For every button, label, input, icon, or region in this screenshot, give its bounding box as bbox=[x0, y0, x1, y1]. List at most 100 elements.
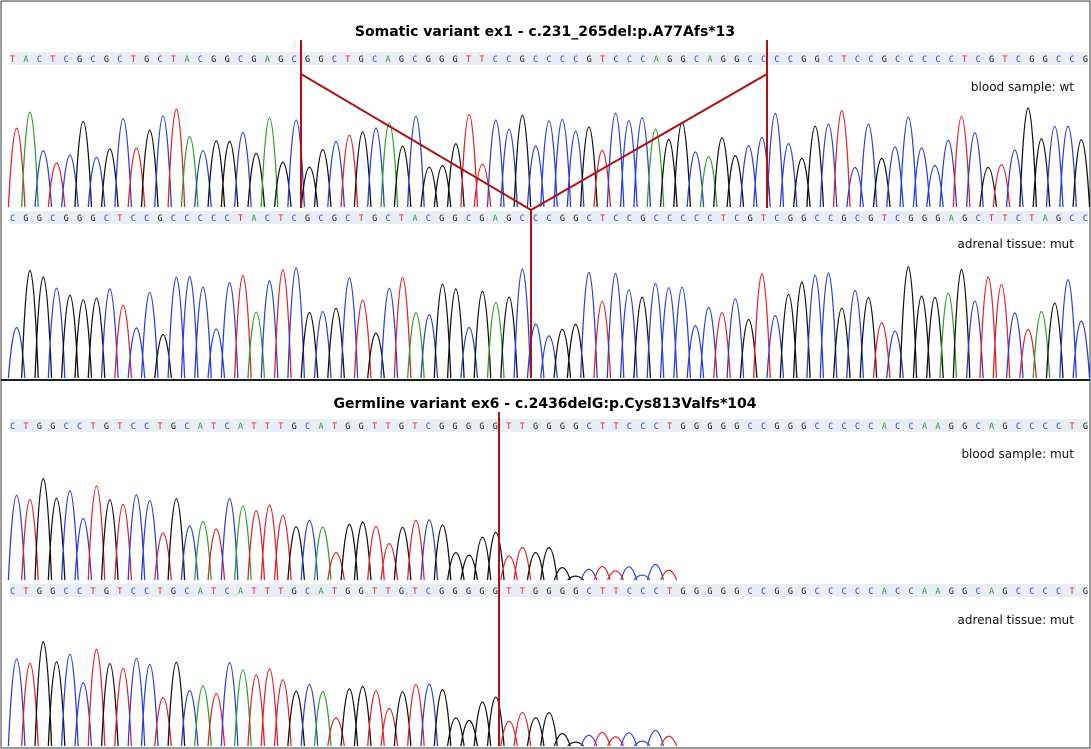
base-call: T bbox=[412, 587, 417, 597]
base-call: G bbox=[546, 587, 551, 597]
base-call: G bbox=[225, 55, 230, 65]
base-call: G bbox=[399, 55, 404, 65]
base-call: C bbox=[1056, 55, 1061, 65]
germline-blood-trace bbox=[7, 478, 678, 581]
base-call: A bbox=[386, 55, 391, 65]
base-call: C bbox=[225, 422, 230, 432]
trace-peak bbox=[380, 122, 399, 208]
base-call: G bbox=[520, 55, 525, 65]
base-call: A bbox=[184, 55, 189, 65]
base-call: C bbox=[265, 214, 270, 224]
trace-peak bbox=[313, 526, 332, 581]
base-call: G bbox=[573, 587, 578, 597]
trace-peak bbox=[47, 661, 66, 747]
trace-peak bbox=[127, 657, 146, 747]
base-call: C bbox=[144, 422, 149, 432]
trace-peak bbox=[619, 120, 638, 208]
trace-peak bbox=[140, 500, 159, 581]
trace-peak bbox=[659, 287, 678, 379]
trace-peak bbox=[633, 574, 651, 581]
base-call: C bbox=[1069, 214, 1074, 224]
trace-peak bbox=[1059, 126, 1077, 208]
trace-peak bbox=[713, 137, 731, 208]
trace-peak bbox=[926, 297, 944, 379]
base-call: A bbox=[238, 587, 243, 597]
base-call: C bbox=[305, 587, 310, 597]
trace-peak bbox=[34, 276, 53, 379]
base-call: T bbox=[372, 422, 377, 432]
trace-peak bbox=[74, 120, 93, 208]
trace-peak bbox=[114, 117, 133, 208]
sequence-row-bg bbox=[10, 211, 1088, 224]
base-call: T bbox=[386, 587, 391, 597]
base-call: G bbox=[1056, 214, 1061, 224]
trace-peak bbox=[899, 266, 918, 379]
base-call: T bbox=[171, 55, 176, 65]
trace-peak bbox=[819, 272, 838, 379]
base-call: C bbox=[1016, 55, 1021, 65]
trace-peak bbox=[407, 312, 425, 379]
base-call: A bbox=[922, 422, 927, 432]
base-call: T bbox=[399, 214, 404, 224]
trace-peak bbox=[473, 164, 492, 208]
base-call: C bbox=[225, 587, 230, 597]
trace-peak bbox=[899, 116, 918, 208]
base-call: C bbox=[158, 55, 163, 65]
trace-peak bbox=[194, 521, 212, 581]
base-call: G bbox=[962, 214, 967, 224]
trace-peak bbox=[912, 147, 931, 208]
trace-peak bbox=[540, 547, 558, 581]
base-call: C bbox=[64, 422, 69, 432]
trace-peak bbox=[979, 276, 998, 379]
base-call: T bbox=[211, 587, 216, 597]
base-call: G bbox=[64, 214, 69, 224]
base-call: T bbox=[1069, 587, 1074, 597]
base-call: C bbox=[627, 422, 632, 432]
base-call: G bbox=[774, 422, 779, 432]
base-call: T bbox=[506, 587, 511, 597]
base-call: T bbox=[841, 55, 846, 65]
base-call: T bbox=[506, 422, 511, 432]
trace-peak bbox=[660, 735, 678, 747]
trace-peak bbox=[553, 733, 571, 747]
trace-peak bbox=[353, 300, 372, 379]
base-call: G bbox=[77, 55, 82, 65]
base-call: G bbox=[721, 422, 726, 432]
trace-peak bbox=[872, 322, 891, 379]
base-call: C bbox=[922, 55, 927, 65]
base-call: C bbox=[1069, 55, 1074, 65]
trace-peak bbox=[433, 689, 452, 747]
trace-peak bbox=[646, 283, 665, 379]
base-call: C bbox=[694, 55, 699, 65]
base-call: C bbox=[131, 422, 136, 432]
base-call: T bbox=[989, 214, 994, 224]
base-call: G bbox=[1083, 55, 1088, 65]
base-call: C bbox=[426, 422, 431, 432]
trace-peak bbox=[21, 269, 39, 379]
trace-peak bbox=[620, 566, 638, 581]
base-call: C bbox=[10, 587, 15, 597]
base-call: C bbox=[305, 422, 310, 432]
base-call: G bbox=[721, 587, 726, 597]
base-call: G bbox=[77, 214, 82, 224]
base-call: G bbox=[37, 214, 42, 224]
trace-peak bbox=[260, 504, 279, 581]
base-call: C bbox=[573, 55, 578, 65]
trace-peak bbox=[234, 669, 252, 747]
base-call: G bbox=[694, 422, 699, 432]
base-call: G bbox=[801, 422, 806, 432]
trace-peak bbox=[859, 297, 878, 379]
base-call: C bbox=[292, 55, 297, 65]
base-call: C bbox=[1016, 422, 1021, 432]
base-call: A bbox=[707, 55, 712, 65]
base-call: G bbox=[439, 587, 444, 597]
base-call: C bbox=[694, 214, 699, 224]
base-call: T bbox=[1002, 55, 1007, 65]
base-call: G bbox=[345, 422, 350, 432]
trace-peak bbox=[327, 552, 345, 581]
base-call: G bbox=[104, 422, 109, 432]
base-call: C bbox=[184, 587, 189, 597]
